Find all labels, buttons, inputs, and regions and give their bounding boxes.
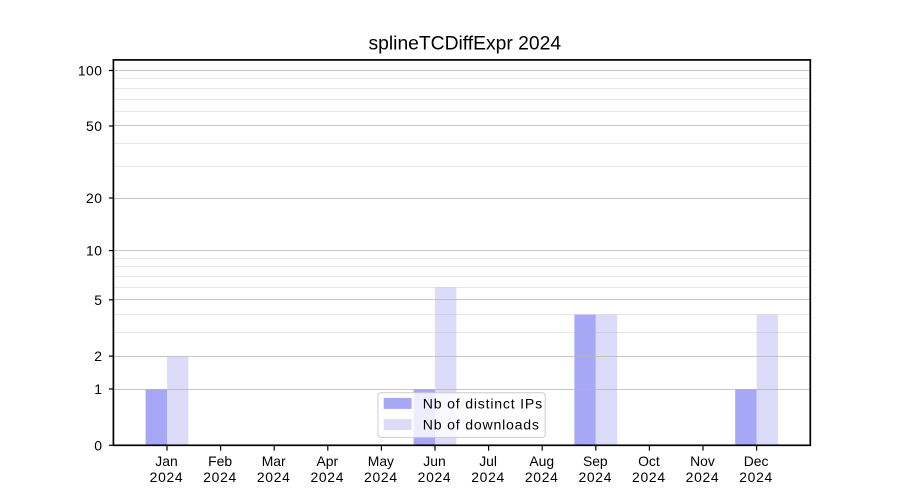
svg-text:Jun: Jun — [423, 453, 445, 469]
svg-text:Apr: Apr — [316, 453, 338, 469]
svg-text:5: 5 — [94, 292, 102, 308]
svg-text:10: 10 — [86, 243, 102, 259]
svg-text:Nov: Nov — [690, 453, 715, 469]
svg-text:Feb: Feb — [208, 453, 232, 469]
svg-text:Mar: Mar — [262, 453, 286, 469]
svg-text:splineTCDiffExpr 2024: splineTCDiffExpr 2024 — [369, 34, 562, 55]
svg-text:50: 50 — [86, 118, 102, 134]
svg-text:2024: 2024 — [578, 469, 612, 485]
svg-text:Jan: Jan — [155, 453, 177, 469]
svg-text:May: May — [368, 453, 394, 469]
svg-text:2024: 2024 — [150, 469, 184, 485]
svg-text:1: 1 — [94, 381, 102, 397]
svg-text:Aug: Aug — [529, 453, 554, 469]
svg-text:0: 0 — [94, 437, 102, 453]
svg-text:Jul: Jul — [479, 453, 497, 469]
svg-text:Dec: Dec — [744, 453, 769, 469]
svg-text:2024: 2024 — [364, 469, 398, 485]
svg-text:2024: 2024 — [257, 469, 291, 485]
svg-text:2024: 2024 — [525, 469, 559, 485]
svg-text:2024: 2024 — [471, 469, 505, 485]
svg-text:Nb of downloads: Nb of downloads — [423, 417, 540, 433]
svg-text:20: 20 — [86, 190, 102, 206]
svg-text:2024: 2024 — [686, 469, 720, 485]
svg-text:2: 2 — [94, 348, 102, 364]
svg-text:Sep: Sep — [583, 453, 608, 469]
svg-text:2024: 2024 — [739, 469, 773, 485]
svg-text:2024: 2024 — [632, 469, 666, 485]
svg-text:Oct: Oct — [638, 453, 660, 469]
svg-text:2024: 2024 — [310, 469, 344, 485]
svg-text:Nb of distinct IPs: Nb of distinct IPs — [423, 396, 543, 412]
svg-text:2024: 2024 — [418, 469, 452, 485]
svg-text:2024: 2024 — [203, 469, 237, 485]
svg-text:100: 100 — [78, 63, 103, 79]
